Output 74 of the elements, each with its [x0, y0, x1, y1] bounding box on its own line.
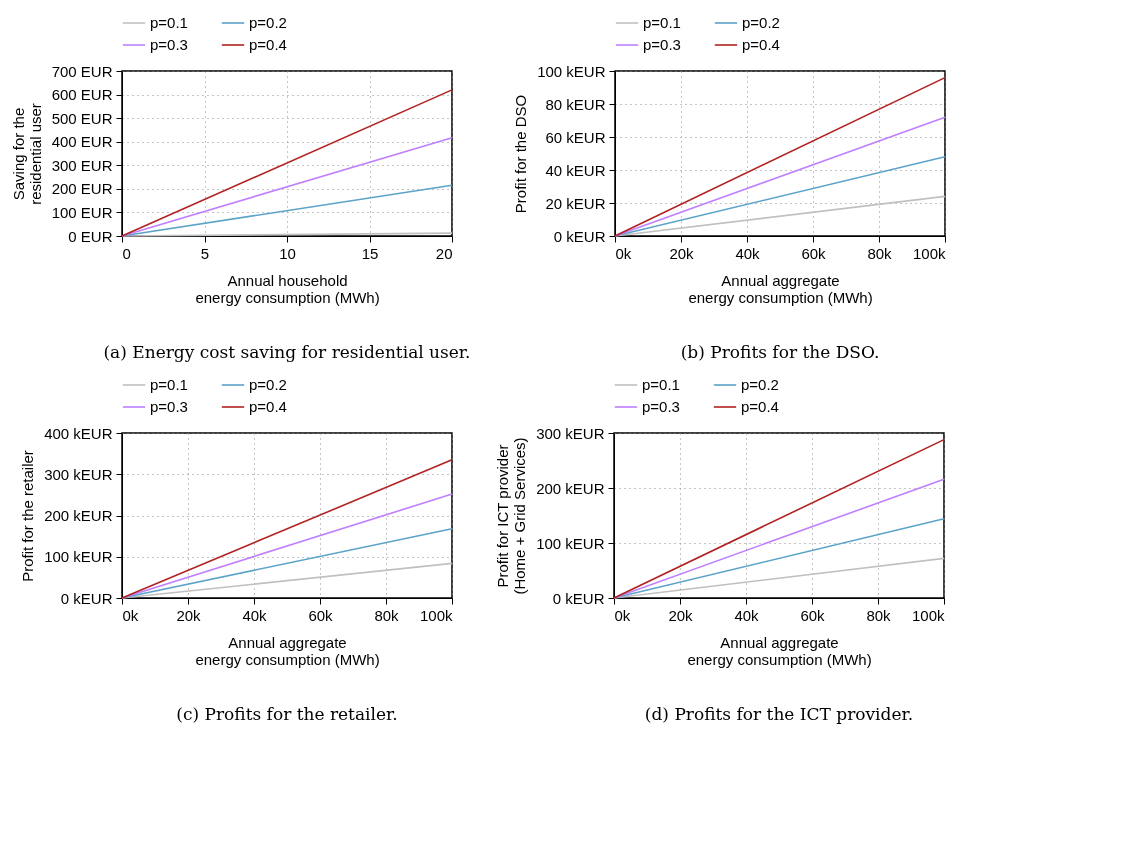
x-tick-label: 10: [279, 244, 296, 262]
legend-label: p=0.3: [643, 36, 681, 53]
y-tick-label: 200 kEUR: [44, 507, 113, 524]
legend-label: p=0.1: [150, 14, 188, 31]
legend-label: p=0.4: [249, 36, 287, 53]
x-tick-label: 0k: [615, 244, 632, 262]
y-tick-label: 100 kEUR: [44, 548, 113, 566]
x-tick-label: 20: [435, 244, 453, 262]
y-tick-label: 40 kEUR: [545, 161, 606, 179]
legend-label: p=0.4: [249, 398, 287, 415]
y-tick-label: 0 EUR: [68, 227, 113, 245]
x-tick-label: 0k: [614, 606, 631, 624]
legend-label: p=0.1: [643, 14, 681, 31]
y-tick-label: 300 EUR: [51, 156, 113, 174]
legend-label: p=0.4: [742, 36, 780, 53]
legend-label: p=0.3: [150, 398, 188, 415]
x-tick-label: 20k: [669, 244, 695, 262]
text: (d) Profits for the ICT provider.: [644, 704, 914, 724]
legend-label: p=0.1: [150, 376, 188, 393]
y-tick-label: 300 kEUR: [44, 465, 113, 483]
legend-label: p=0.4: [741, 398, 779, 415]
y-tick-label: 300 kEUR: [536, 424, 605, 442]
y-tick-label: 100 kEUR: [536, 534, 605, 552]
legend-label: p=0.2: [249, 14, 287, 31]
x-tick-label: 100k: [419, 606, 453, 624]
text: (c) Profits for the retailer.: [176, 704, 398, 724]
y-tick-label: 80 kEUR: [545, 95, 606, 113]
x-tick-label: 80k: [867, 244, 893, 262]
x-tick-label: 60k: [800, 606, 826, 624]
y-tick-label: 20 kEUR: [545, 194, 606, 212]
x-tick-label: 0: [122, 244, 131, 262]
x-axis-title: Annual aggregate energy consumption (MWh): [195, 633, 380, 668]
x-tick-label: 100k: [912, 244, 946, 262]
text: (a) Energy cost saving for residential user.: [103, 342, 471, 362]
x-tick-label: 40k: [735, 244, 761, 262]
x-tick-label: 20k: [176, 606, 202, 624]
x-tick-label: 0k: [122, 606, 139, 624]
text: (b) Profits for the DSO.: [680, 342, 880, 362]
y-tick-label: 400 EUR: [51, 133, 113, 151]
legend-label: p=0.3: [150, 36, 188, 53]
x-tick-label: 20k: [668, 606, 694, 624]
y-tick-label: 500 EUR: [51, 109, 113, 127]
legend-label: p=0.1: [642, 376, 680, 393]
y-axis-title: Saving for the residential user: [9, 103, 44, 205]
x-tick-label: 60k: [801, 244, 827, 262]
x-tick-label: 40k: [242, 606, 268, 624]
x-tick-label: 100k: [911, 606, 945, 624]
x-tick-label: 80k: [374, 606, 400, 624]
y-tick-label: 0 kEUR: [552, 589, 605, 607]
y-tick-label: 100 EUR: [51, 203, 113, 221]
y-tick-label: 200 EUR: [51, 180, 113, 198]
y-tick-label: 0 kEUR: [553, 227, 606, 245]
x-axis-title: Annual household energy consumption (MWh): [195, 271, 380, 306]
y-tick-label: 60 kEUR: [545, 128, 606, 146]
y-tick-label: 700 EUR: [51, 62, 113, 80]
x-tick-label: 40k: [734, 606, 760, 624]
y-tick-label: 400 kEUR: [44, 424, 113, 442]
x-axis-title: Annual aggregate energy consumption (MWh): [687, 633, 872, 668]
x-tick-label: 60k: [308, 606, 334, 624]
y-tick-label: 0 kEUR: [60, 589, 113, 607]
y-tick-label: 100 kEUR: [537, 62, 606, 80]
y-axis-title: Profit for the retailer: [19, 450, 37, 582]
legend-label: p=0.2: [742, 14, 780, 31]
y-axis-title: Profit for ICT provider (Home + Grid Services): [494, 437, 529, 595]
x-tick-label: 80k: [866, 606, 892, 624]
legend-label: p=0.3: [642, 398, 680, 415]
legend-label: p=0.2: [741, 376, 779, 393]
legend-label: p=0.2: [249, 376, 287, 393]
y-tick-label: 200 kEUR: [536, 479, 605, 497]
y-axis-title: Profit for the DSO: [512, 94, 530, 214]
x-tick-label: 15: [361, 244, 379, 262]
y-tick-label: 600 EUR: [51, 86, 113, 104]
x-axis-title: Annual aggregate energy consumption (MWh): [688, 271, 873, 306]
x-tick-label: 5: [200, 244, 210, 262]
